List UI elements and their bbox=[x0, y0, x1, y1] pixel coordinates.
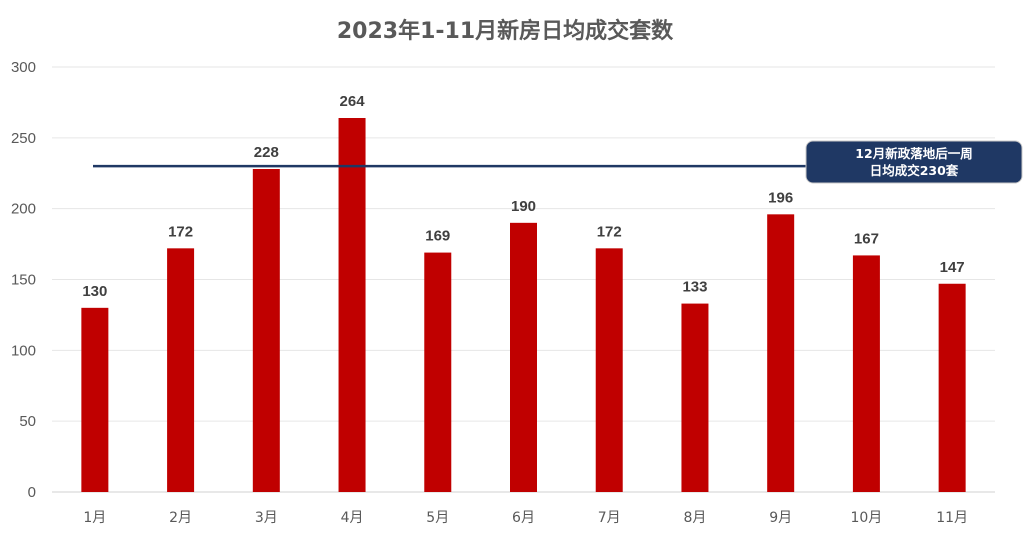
y-tick-label: 100 bbox=[11, 342, 36, 359]
bar bbox=[252, 169, 280, 492]
data-label: 228 bbox=[254, 144, 279, 161]
bar bbox=[338, 118, 366, 492]
y-tick-label: 300 bbox=[11, 59, 36, 76]
bar bbox=[424, 252, 452, 492]
bar bbox=[681, 303, 709, 492]
bar bbox=[167, 248, 195, 492]
bar bbox=[595, 248, 623, 492]
y-tick-label: 250 bbox=[11, 130, 36, 147]
data-labels: 130 172 228 264 169 190 172 133 196 167 147 bbox=[82, 93, 964, 300]
data-label: 130 bbox=[82, 283, 107, 300]
data-label: 264 bbox=[340, 93, 366, 110]
reference-annotation-text: 日均成交230套 bbox=[870, 163, 959, 178]
x-tick-label: 7月 bbox=[598, 510, 621, 526]
x-tick-label: 10月 bbox=[850, 510, 882, 526]
data-label: 169 bbox=[425, 228, 450, 245]
x-axis: 1月 2月 3月 4月 5月 6月 7月 8月 9月 10月 11月 bbox=[83, 510, 968, 526]
bar bbox=[852, 255, 880, 492]
y-tick-label: 50 bbox=[19, 413, 36, 430]
x-tick-label: 1月 bbox=[83, 510, 106, 526]
bar bbox=[938, 283, 966, 492]
y-tick-label: 150 bbox=[11, 272, 36, 289]
y-tick-label: 0 bbox=[28, 484, 36, 501]
bar bbox=[767, 214, 795, 493]
bar bbox=[81, 307, 109, 492]
data-label: 190 bbox=[511, 198, 536, 215]
x-tick-label: 2月 bbox=[169, 510, 192, 526]
data-label: 172 bbox=[168, 223, 193, 240]
y-tick-label: 200 bbox=[11, 201, 36, 218]
x-tick-label: 3月 bbox=[255, 510, 278, 526]
data-label: 133 bbox=[682, 279, 707, 296]
reference-annotation-text: 12月新政落地后一周 bbox=[855, 146, 972, 161]
data-label: 167 bbox=[854, 230, 879, 247]
bar bbox=[510, 222, 537, 493]
x-tick-label: 4月 bbox=[341, 510, 364, 526]
x-tick-label: 5月 bbox=[426, 510, 449, 526]
chart-title: 2023年1-11月新房日均成交套数 bbox=[337, 18, 674, 44]
x-tick-label: 9月 bbox=[769, 510, 792, 526]
data-label: 196 bbox=[768, 189, 793, 206]
reference-annotation-box bbox=[805, 140, 1023, 184]
data-label: 147 bbox=[940, 259, 965, 276]
y-axis: 0 50 100 150 200 250 300 bbox=[11, 59, 36, 501]
x-tick-label: 6月 bbox=[512, 510, 535, 526]
data-label: 172 bbox=[597, 223, 622, 240]
bars bbox=[81, 118, 966, 493]
x-tick-label: 8月 bbox=[683, 510, 706, 526]
x-tick-label: 11月 bbox=[936, 510, 968, 526]
